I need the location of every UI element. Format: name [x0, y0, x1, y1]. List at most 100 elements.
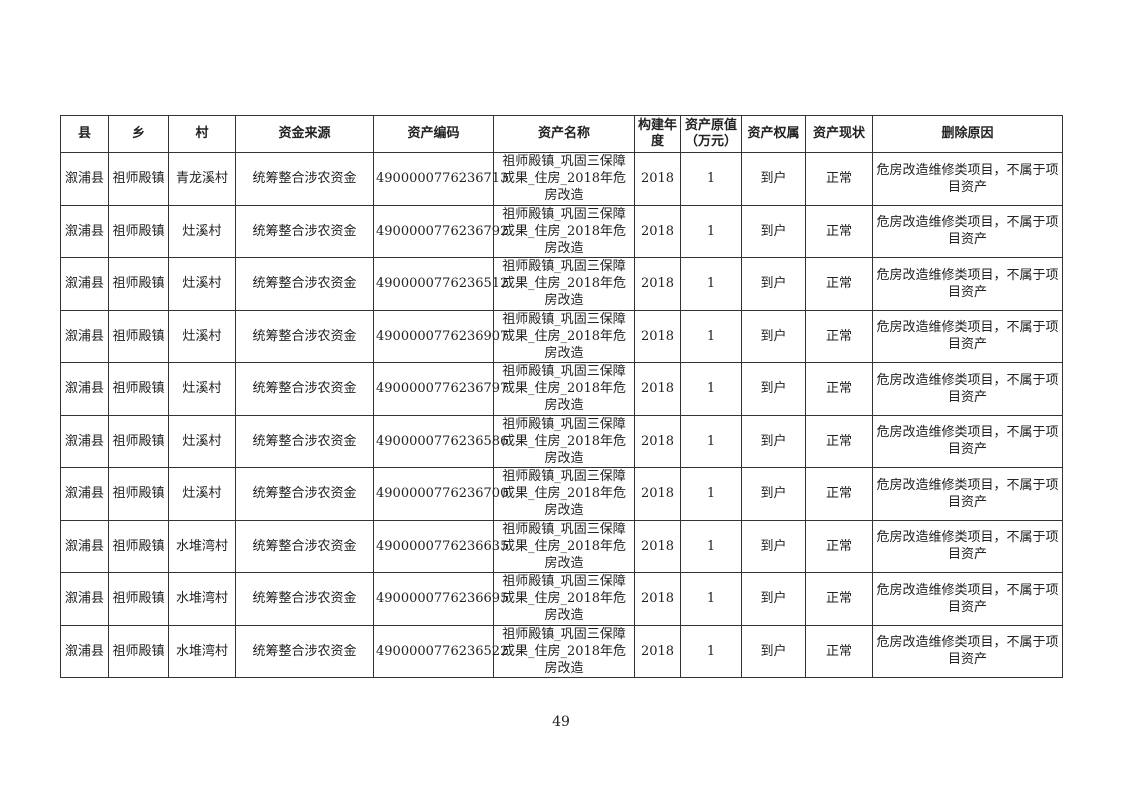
cell-status: 正常: [805, 204, 873, 258]
table-header: 县乡村资金来源 资产编码 资产名称 构建年度 资产原值（万元） 资产权属 资产现状 删除原因: [60, 115, 1063, 153]
header-township: 乡: [108, 115, 169, 153]
cell-deletion-reason: 危房改造维修类项目，不属于项目资产: [872, 467, 1063, 521]
cell-original-value: 1: [680, 624, 742, 678]
cell-county: 溆浦县: [60, 204, 109, 258]
cell-status: 正常: [805, 152, 873, 206]
cell-county: 溆浦县: [60, 467, 109, 521]
cell-asset-code: 4900000776236522: [373, 624, 508, 678]
cell-build-year: 2018: [634, 257, 681, 311]
cell-original-value: 1: [680, 257, 742, 311]
cell-status: 正常: [805, 309, 873, 363]
cell-asset-code: 4900000776236635: [373, 519, 508, 573]
cell-deletion-reason: 危房改造维修类项目，不属于项目资产: [872, 152, 1063, 206]
cell-fund-source: 统筹整合涉农资金: [235, 257, 374, 311]
cell-ownership: 到户: [741, 257, 806, 311]
cell-build-year: 2018: [634, 204, 681, 258]
cell-status: 正常: [805, 572, 873, 626]
cell-asset-code: 4900000776236700: [373, 467, 508, 521]
cell-ownership: 到户: [741, 572, 806, 626]
cell-original-value: 1: [680, 309, 742, 363]
cell-asset-code: 4900000776236792: [373, 204, 508, 258]
page-number: 49: [552, 714, 570, 730]
cell-fund-source: 统筹整合涉农资金: [235, 467, 374, 521]
cell-county: 溆浦县: [60, 309, 109, 363]
cell-asset-name: 祖师殿镇_巩固三保障成果_住房_2018年危房改造: [493, 152, 635, 206]
cell-asset-name: 祖师殿镇_巩固三保障成果_住房_2018年危房改造: [493, 204, 635, 258]
cell-original-value: 1: [680, 572, 742, 626]
cell-ownership: 到户: [741, 309, 806, 363]
cell-fund-source: 统筹整合涉农资金: [235, 572, 374, 626]
cell-status: 正常: [805, 519, 873, 573]
cell-deletion-reason: 危房改造维修类项目，不属于项目资产: [872, 624, 1063, 678]
cell-original-value: 1: [680, 519, 742, 573]
cell-ownership: 到户: [741, 467, 806, 521]
cell-original-value: 1: [680, 204, 742, 258]
cell-village: 灶溪村: [168, 309, 236, 363]
cell-deletion-reason: 危房改造维修类项目，不属于项目资产: [872, 257, 1063, 311]
header-fund-source: 资金来源: [235, 115, 374, 153]
cell-asset-code: 4900000776236586: [373, 414, 508, 468]
cell-fund-source: 统筹整合涉农资金: [235, 309, 374, 363]
cell-village: 灶溪村: [168, 362, 236, 416]
cell-village: 青龙溪村: [168, 152, 236, 206]
table-row: 溆浦县 祖师殿镇 水堆湾村 统筹整合涉农资金 4900000776236695 祖师殿镇_…: [60, 572, 1063, 626]
cell-township: 祖师殿镇: [108, 414, 169, 468]
table-row: 溆浦县 祖师殿镇 灶溪村 统筹整合涉农资金 4900000776236586 祖师殿镇_巩…: [60, 414, 1063, 468]
cell-asset-code: 4900000776236695: [373, 572, 508, 626]
header-village: 村: [168, 115, 236, 153]
cell-village: 水堆湾村: [168, 624, 236, 678]
cell-asset-name: 祖师殿镇_巩固三保障成果_住房_2018年危房改造: [493, 257, 635, 311]
table-row: 溆浦县 祖师殿镇 灶溪村 统筹整合涉农资金 4900000776236700 祖师殿镇_巩…: [60, 467, 1063, 521]
cell-asset-code: 4900000776236907: [373, 309, 508, 363]
cell-township: 祖师殿镇: [108, 519, 169, 573]
cell-asset-name: 祖师殿镇_巩固三保障成果_住房_2018年危房改造: [493, 572, 635, 626]
cell-build-year: 2018: [634, 519, 681, 573]
cell-county: 溆浦县: [60, 624, 109, 678]
table-row: 溆浦县 祖师殿镇 灶溪村 统筹整合涉农资金 4900000776236797 祖师殿镇_巩…: [60, 362, 1063, 416]
cell-township: 祖师殿镇: [108, 309, 169, 363]
cell-status: 正常: [805, 257, 873, 311]
cell-fund-source: 统筹整合涉农资金: [235, 152, 374, 206]
cell-ownership: 到户: [741, 519, 806, 573]
cell-deletion-reason: 危房改造维修类项目，不属于项目资产: [872, 362, 1063, 416]
cell-township: 祖师殿镇: [108, 204, 169, 258]
cell-build-year: 2018: [634, 467, 681, 521]
cell-county: 溆浦县: [60, 572, 109, 626]
header-deletion-reason: 删除原因: [872, 115, 1063, 153]
cell-ownership: 到户: [741, 624, 806, 678]
cell-deletion-reason: 危房改造维修类项目，不属于项目资产: [872, 309, 1063, 363]
cell-ownership: 到户: [741, 362, 806, 416]
cell-status: 正常: [805, 467, 873, 521]
cell-township: 祖师殿镇: [108, 572, 169, 626]
cell-build-year: 2018: [634, 309, 681, 363]
cell-village: 灶溪村: [168, 467, 236, 521]
cell-status: 正常: [805, 624, 873, 678]
table-row: 溆浦县 祖师殿镇 灶溪村 统筹整合涉农资金 4900000776236792 祖师殿镇_巩…: [60, 204, 1063, 258]
cell-village: 水堆湾村: [168, 572, 236, 626]
header-county: 县: [60, 115, 109, 153]
cell-township: 祖师殿镇: [108, 257, 169, 311]
cell-village: 灶溪村: [168, 414, 236, 468]
table-row: 溆浦县 祖师殿镇 灶溪村 统筹整合涉农资金 4900000776236512 祖师殿镇_巩…: [60, 257, 1063, 311]
cell-fund-source: 统筹整合涉农资金: [235, 204, 374, 258]
cell-original-value: 1: [680, 152, 742, 206]
cell-deletion-reason: 危房改造维修类项目，不属于项目资产: [872, 572, 1063, 626]
cell-county: 溆浦县: [60, 362, 109, 416]
table-row: 溆浦县 祖师殿镇 水堆湾村 统筹整合涉农资金 4900000776236635 祖师殿镇_…: [60, 519, 1063, 573]
cell-deletion-reason: 危房改造维修类项目，不属于项目资产: [872, 414, 1063, 468]
cell-village: 灶溪村: [168, 257, 236, 311]
cell-asset-code: 4900000776236713: [373, 152, 508, 206]
cell-ownership: 到户: [741, 152, 806, 206]
cell-county: 溆浦县: [60, 257, 109, 311]
cell-township: 祖师殿镇: [108, 467, 169, 521]
cell-county: 溆浦县: [60, 152, 109, 206]
cell-county: 溆浦县: [60, 414, 109, 468]
cell-asset-code: 4900000776236512: [373, 257, 508, 311]
cell-township: 祖师殿镇: [108, 362, 169, 416]
cell-status: 正常: [805, 414, 873, 468]
header-asset-code: 资产编码: [373, 115, 494, 153]
cell-county: 溆浦县: [60, 519, 109, 573]
header-build-year: 构建年度: [634, 115, 681, 153]
cell-township: 祖师殿镇: [108, 152, 169, 206]
cell-asset-name: 祖师殿镇_巩固三保障成果_住房_2018年危房改造: [493, 414, 635, 468]
